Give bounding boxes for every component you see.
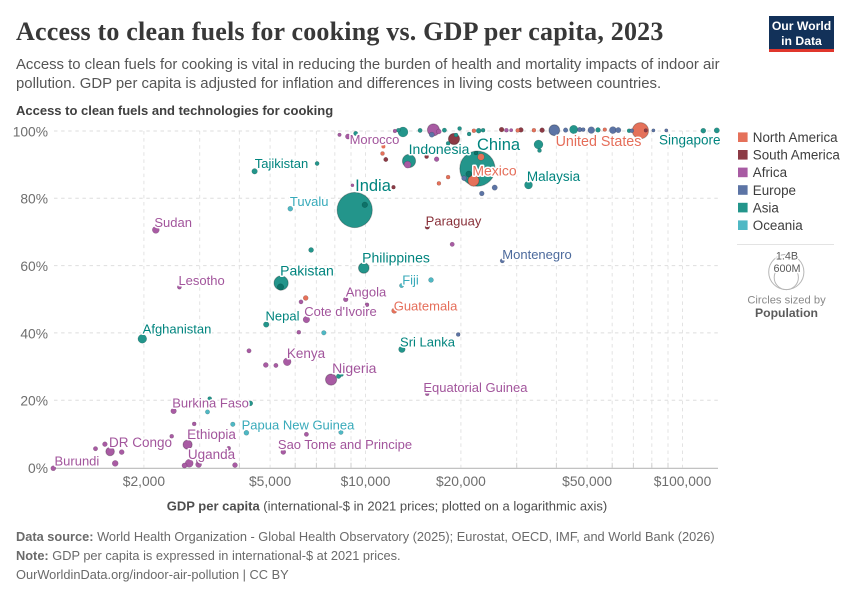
svg-text:1.4B: 1.4B xyxy=(776,251,798,263)
svg-text:Lesotho: Lesotho xyxy=(178,273,224,288)
svg-text:GDP per capita (international-: GDP per capita (international-$ in 2021 … xyxy=(167,499,608,514)
svg-text:Cote d'Ivoire: Cote d'Ivoire xyxy=(304,304,377,319)
svg-text:$5,000: $5,000 xyxy=(249,474,292,489)
svg-text:Fiji: Fiji xyxy=(402,273,419,288)
svg-text:Philippines: Philippines xyxy=(362,250,430,266)
svg-text:Papua New Guinea: Papua New Guinea xyxy=(242,418,356,433)
svg-text:$10,000: $10,000 xyxy=(341,474,391,489)
svg-text:North America: North America xyxy=(753,130,838,145)
svg-text:Burundi: Burundi xyxy=(54,453,99,468)
svg-text:Africa: Africa xyxy=(753,165,788,180)
svg-text:$20,000: $20,000 xyxy=(436,474,486,489)
svg-text:Montenegro: Montenegro xyxy=(502,247,571,262)
svg-text:$2,000: $2,000 xyxy=(123,474,166,489)
svg-text:Tajikistan: Tajikistan xyxy=(255,156,308,171)
svg-text:$50,000: $50,000 xyxy=(562,474,612,489)
svg-text:80%: 80% xyxy=(20,192,48,207)
svg-text:Nepal: Nepal xyxy=(266,308,300,323)
svg-text:Asia: Asia xyxy=(753,200,780,215)
svg-text:DR Congo: DR Congo xyxy=(109,435,172,450)
svg-text:Paraguay: Paraguay xyxy=(426,213,482,228)
svg-text:Morocco: Morocco xyxy=(350,132,400,147)
svg-text:Europe: Europe xyxy=(753,183,796,198)
svg-text:Equatorial Guinea: Equatorial Guinea xyxy=(423,380,528,395)
svg-text:Indonesia: Indonesia xyxy=(409,141,470,157)
svg-text:600M: 600M xyxy=(773,263,800,275)
svg-text:Circles sized by: Circles sized by xyxy=(747,294,826,306)
svg-text:Nigeria: Nigeria xyxy=(332,360,377,376)
svg-text:Malaysia: Malaysia xyxy=(527,169,581,184)
svg-text:Mexico: Mexico xyxy=(472,163,517,179)
svg-text:United States: United States xyxy=(556,134,642,150)
svg-text:Kenya: Kenya xyxy=(287,346,326,361)
svg-text:China: China xyxy=(477,136,521,154)
svg-text:Burkina Faso: Burkina Faso xyxy=(172,396,249,411)
svg-text:Afghanistan: Afghanistan xyxy=(143,322,212,337)
svg-text:Singapore: Singapore xyxy=(659,133,721,148)
svg-text:Population: Population xyxy=(755,306,818,320)
svg-text:$100,000: $100,000 xyxy=(654,474,712,489)
svg-text:Sudan: Sudan xyxy=(154,215,192,230)
svg-text:Pakistan: Pakistan xyxy=(280,263,334,279)
svg-text:60%: 60% xyxy=(20,259,48,274)
svg-text:Tuvalu: Tuvalu xyxy=(290,194,329,209)
svg-text:100%: 100% xyxy=(13,124,48,139)
svg-text:Sao Tome and Principe: Sao Tome and Principe xyxy=(278,437,412,452)
svg-text:Oceania: Oceania xyxy=(753,218,803,233)
svg-text:South America: South America xyxy=(753,148,841,163)
svg-text:Uganda: Uganda xyxy=(188,447,236,462)
svg-text:Sri Lanka: Sri Lanka xyxy=(400,334,456,349)
svg-text:Angola: Angola xyxy=(346,284,387,299)
svg-text:20%: 20% xyxy=(20,394,48,409)
svg-text:Ethiopia: Ethiopia xyxy=(187,427,236,442)
svg-text:0%: 0% xyxy=(28,461,48,476)
svg-text:India: India xyxy=(355,177,392,195)
svg-text:Guatemala: Guatemala xyxy=(394,299,458,314)
svg-text:40%: 40% xyxy=(20,326,48,341)
